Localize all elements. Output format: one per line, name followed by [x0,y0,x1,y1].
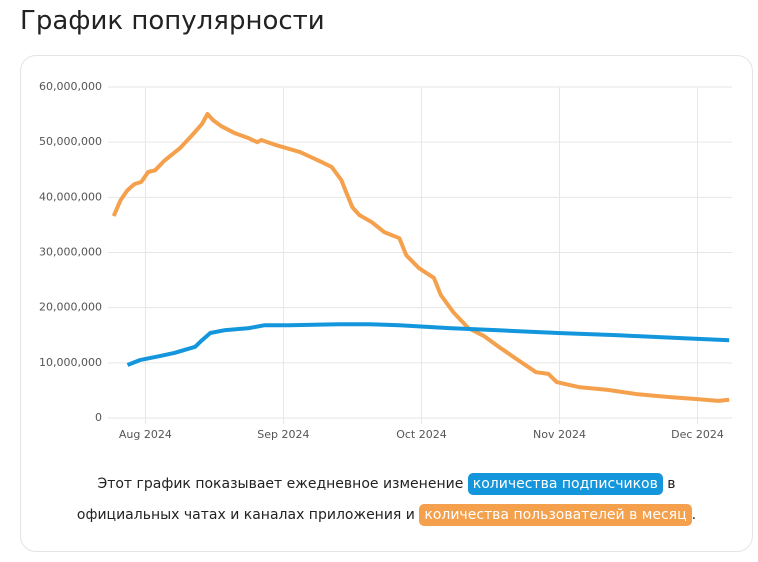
series-line [111,112,730,403]
page-title: График популярности [20,6,325,36]
x-tick-label: Sep 2024 [257,428,309,441]
series-pill: количества пользователей в месяц [419,504,692,526]
y-tick-label: 40,000,000 [39,190,102,203]
caption-text: Этот график показывает ежедневное измене… [97,476,464,492]
x-tick-label: Oct 2024 [396,428,447,441]
y-tick-label: 30,000,000 [39,246,102,259]
x-tick-label: Dec 2024 [671,428,724,441]
y-tick-label: 10,000,000 [39,356,102,369]
series-pill: количества подписчиков [467,473,663,495]
y-tick-label: 0 [95,411,102,424]
y-tick-label: 50,000,000 [39,135,102,148]
series-line [126,322,730,367]
x-tick-label: Nov 2024 [533,428,586,441]
y-tick-label: 20,000,000 [39,301,102,314]
x-tick-label: Aug 2024 [119,428,172,441]
caption-line: Этот график показывает ежедневное измене… [20,473,753,495]
caption-text: в [667,476,676,492]
caption-text: . [691,507,697,523]
caption-text: официальных чатах и каналах приложения и [76,507,415,523]
y-tick-label: 60,000,000 [39,80,102,93]
chart-card [20,55,753,552]
caption-line: официальных чатах и каналах приложения и… [20,504,753,526]
